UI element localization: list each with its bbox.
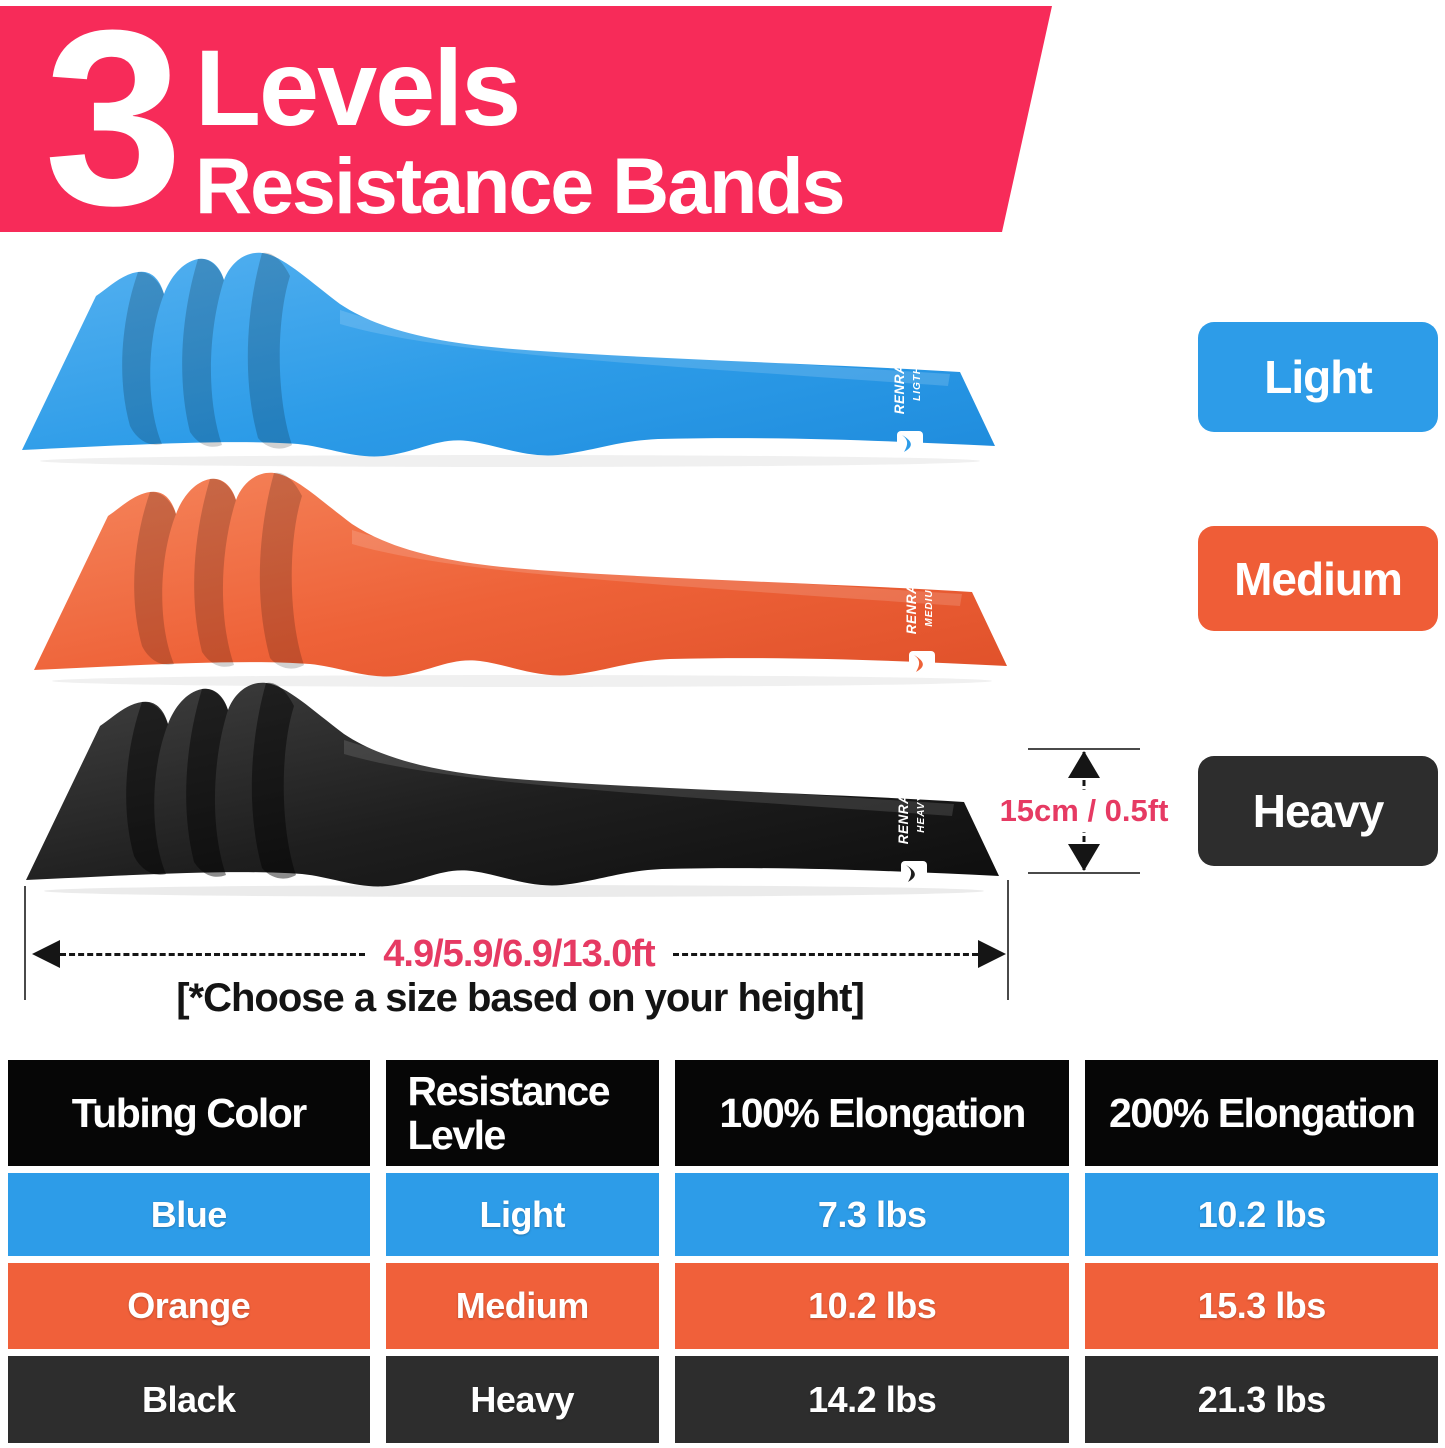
horizontal-dashed-line bbox=[672, 952, 979, 956]
banner-title-line1: Levels bbox=[195, 27, 520, 148]
band-light-svg: RENRANRING LIGTH● ○ ○ bbox=[22, 252, 995, 467]
brand-name-text: RENRANRING bbox=[904, 538, 919, 635]
cell-orange-color: Orange bbox=[8, 1263, 370, 1349]
brand-bird-logo-icon bbox=[901, 861, 927, 887]
level-label-medium: Medium bbox=[1198, 526, 1438, 631]
spec-table: Tubing Color Resistance Levle 100% Elong… bbox=[8, 1060, 1438, 1443]
arrow-right-icon bbox=[978, 940, 1007, 968]
cell-orange-level: Medium bbox=[385, 1263, 659, 1349]
cell-orange-elongation-200: 15.3 lbs bbox=[1085, 1263, 1438, 1349]
arrow-up-icon bbox=[1068, 751, 1100, 778]
band-branding-light: RENRANRING LIGTH● ○ ○ bbox=[892, 318, 923, 457]
band-image-heavy: RENRANRING HEAVY● ● ● bbox=[14, 678, 1014, 898]
brand-bird-logo-icon bbox=[897, 431, 923, 457]
arrow-down-icon bbox=[1068, 844, 1100, 871]
band-heavy-svg: RENRANRING HEAVY● ● ● bbox=[26, 682, 999, 897]
band-branding-medium: RENRANRING MEDIUM● ● ○ bbox=[904, 538, 935, 677]
brand-name-text: RENRANRING bbox=[896, 748, 911, 845]
cell-black-elongation-100: 14.2 lbs bbox=[674, 1356, 1070, 1443]
brand-level-text: HEAVY● ● ● bbox=[916, 759, 927, 832]
height-dimension-annotation: 15cm / 0.5ft bbox=[993, 748, 1175, 874]
cell-black-elongation-200: 21.3 lbs bbox=[1085, 1356, 1438, 1443]
cell-blue-color: Blue bbox=[8, 1173, 370, 1256]
cell-black-level: Heavy bbox=[385, 1356, 659, 1443]
height-dimension-label: 15cm / 0.5ft bbox=[993, 790, 1175, 832]
cell-orange-elongation-100: 10.2 lbs bbox=[674, 1263, 1070, 1349]
horizontal-dashed-line bbox=[60, 952, 366, 956]
brand-level-text: MEDIUM● ● ○ bbox=[924, 545, 935, 626]
band-branding-heavy: RENRANRING HEAVY● ● ● bbox=[896, 748, 927, 887]
brand-level-text: LIGTH● ○ ○ bbox=[912, 331, 923, 401]
header-elongation-100: 100% Elongation bbox=[674, 1060, 1070, 1166]
header-tubing-color: Tubing Color bbox=[8, 1060, 370, 1166]
length-dimension-label: 4.9/5.9/6.9/13.0ft bbox=[383, 932, 655, 975]
cell-blue-level: Light bbox=[385, 1173, 659, 1256]
dimension-cap-line bbox=[1028, 872, 1140, 874]
band-medium-svg: RENRANRING MEDIUM● ● ○ bbox=[34, 472, 1007, 687]
level-label-light: Light bbox=[1198, 322, 1438, 432]
size-caption: [*Choose a size based on your height] bbox=[176, 976, 865, 1020]
header-elongation-200: 200% Elongation bbox=[1085, 1060, 1438, 1166]
title-banner: 3 Levels Resistance Bands bbox=[0, 6, 1052, 232]
band-image-light: RENRANRING LIGTH● ○ ○ bbox=[10, 248, 1010, 468]
brand-name-text: RENRANRING bbox=[892, 318, 907, 415]
cell-blue-elongation-100: 7.3 lbs bbox=[674, 1173, 1070, 1256]
brand-bird-logo-icon bbox=[909, 651, 935, 677]
extension-line-right bbox=[1007, 880, 1009, 1000]
band-image-medium: RENRANRING MEDIUM● ● ○ bbox=[22, 468, 1022, 688]
cell-blue-elongation-200: 10.2 lbs bbox=[1085, 1173, 1438, 1256]
cell-black-color: Black bbox=[8, 1356, 370, 1443]
banner-number: 3 bbox=[44, 0, 176, 257]
header-resistance-level: Resistance Levle bbox=[385, 1060, 659, 1166]
banner-text: Levels Resistance Bands bbox=[195, 34, 844, 225]
dimension-cap-line bbox=[1028, 748, 1140, 750]
banner-title-line2: Resistance Bands bbox=[195, 141, 844, 230]
length-dimension-annotation: 4.9/5.9/6.9/13.0ft bbox=[32, 933, 1007, 975]
level-label-heavy: Heavy bbox=[1198, 756, 1438, 866]
arrow-left-icon bbox=[32, 940, 60, 968]
extension-line-left bbox=[24, 886, 26, 1000]
